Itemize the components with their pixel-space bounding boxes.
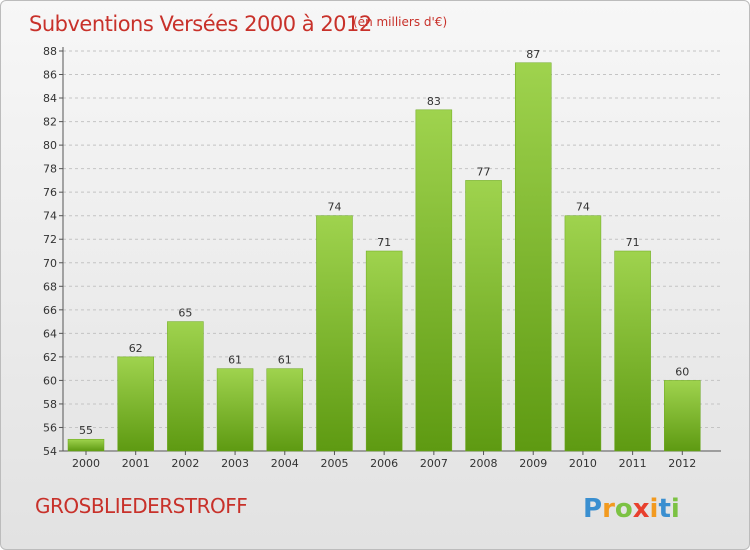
bar-2002 [167,321,204,452]
logo-letter: r [602,494,615,524]
x-tick-label: 2000 [72,457,100,470]
y-tick-label: 84 [43,92,57,105]
bar-2004 [266,368,304,452]
x-tick-label: 2007 [420,457,448,470]
bar-2008 [465,180,502,452]
x-tick-label: 2001 [122,457,150,470]
bar-value-label: 61 [278,354,292,367]
logo-letter: P [583,494,602,524]
x-tick-label: 2011 [619,457,647,470]
y-tick-label: 66 [43,304,57,317]
y-tick-label: 56 [43,421,57,434]
commune-name: GROSBLIEDERSTROFF [35,494,247,518]
logo-letter: i [650,494,659,524]
bar-value-label: 71 [626,236,640,249]
y-tick-label: 72 [43,233,57,246]
y-tick-label: 76 [43,186,57,199]
bar-value-label: 71 [377,236,391,249]
x-tick-label: 2005 [320,457,348,470]
y-tick-label: 86 [43,69,57,82]
bar-value-label: 87 [526,48,540,61]
bar-2001 [117,356,154,452]
bar-value-label: 60 [675,365,689,378]
y-tick-label: 82 [43,116,57,129]
y-tick-label: 68 [43,280,57,293]
bars: 55 62 65 61 61 74 71 83 77 87 74 71 60 [67,48,701,452]
bar-2005 [316,215,353,452]
x-tick-label: 2008 [470,457,498,470]
bar-value-label: 74 [576,201,590,214]
y-tick-label: 74 [43,210,57,223]
x-tick-label: 2003 [221,457,249,470]
y-tick-label: 62 [43,351,57,364]
bar-2006 [365,250,403,452]
bar-2010 [564,215,602,452]
x-axis: 2000 2001 2002 2003 2004 2005 2006 2007 2008 2009… [72,451,696,470]
bar-value-label: 61 [228,354,242,367]
y-tick-label: 80 [43,139,57,152]
logo-letter: t [658,494,670,524]
bar-2000 [67,438,105,452]
bar-value-label: 62 [129,342,143,355]
x-tick-label: 2006 [370,457,398,470]
x-tick-label: 2002 [171,457,199,470]
x-tick-label: 2010 [569,457,597,470]
bar-value-label: 74 [327,201,341,214]
bar-value-label: 77 [477,165,491,178]
y-tick-label: 58 [43,398,57,411]
bar-2011 [614,250,651,452]
bar-2007 [415,109,453,452]
proxiti-logo: Proxiti [583,494,680,524]
y-tick-label: 54 [43,445,57,458]
chart-title: Subventions Versées 2000 à 2012 [29,12,372,36]
x-tick-label: 2012 [668,457,696,470]
y-tick-label: 70 [43,257,57,270]
logo-letter: o [615,494,633,524]
x-tick-label: 2004 [271,457,299,470]
bar-2012 [664,380,701,452]
bar-value-label: 83 [427,95,441,108]
bar-value-label: 65 [178,307,192,320]
y-tick-label: 64 [43,327,57,340]
chart-subtitle: (en milliers d'€) [353,15,447,29]
logo-letter: x [633,494,650,524]
y-tick-label: 78 [43,163,57,176]
x-tick-label: 2009 [519,457,547,470]
y-tick-label: 88 [43,45,57,58]
bar-2009 [514,62,552,452]
y-tick-label: 60 [43,374,57,387]
logo-letter: i [671,494,680,524]
bar-2003 [216,368,254,452]
bar-value-label: 55 [79,424,93,437]
